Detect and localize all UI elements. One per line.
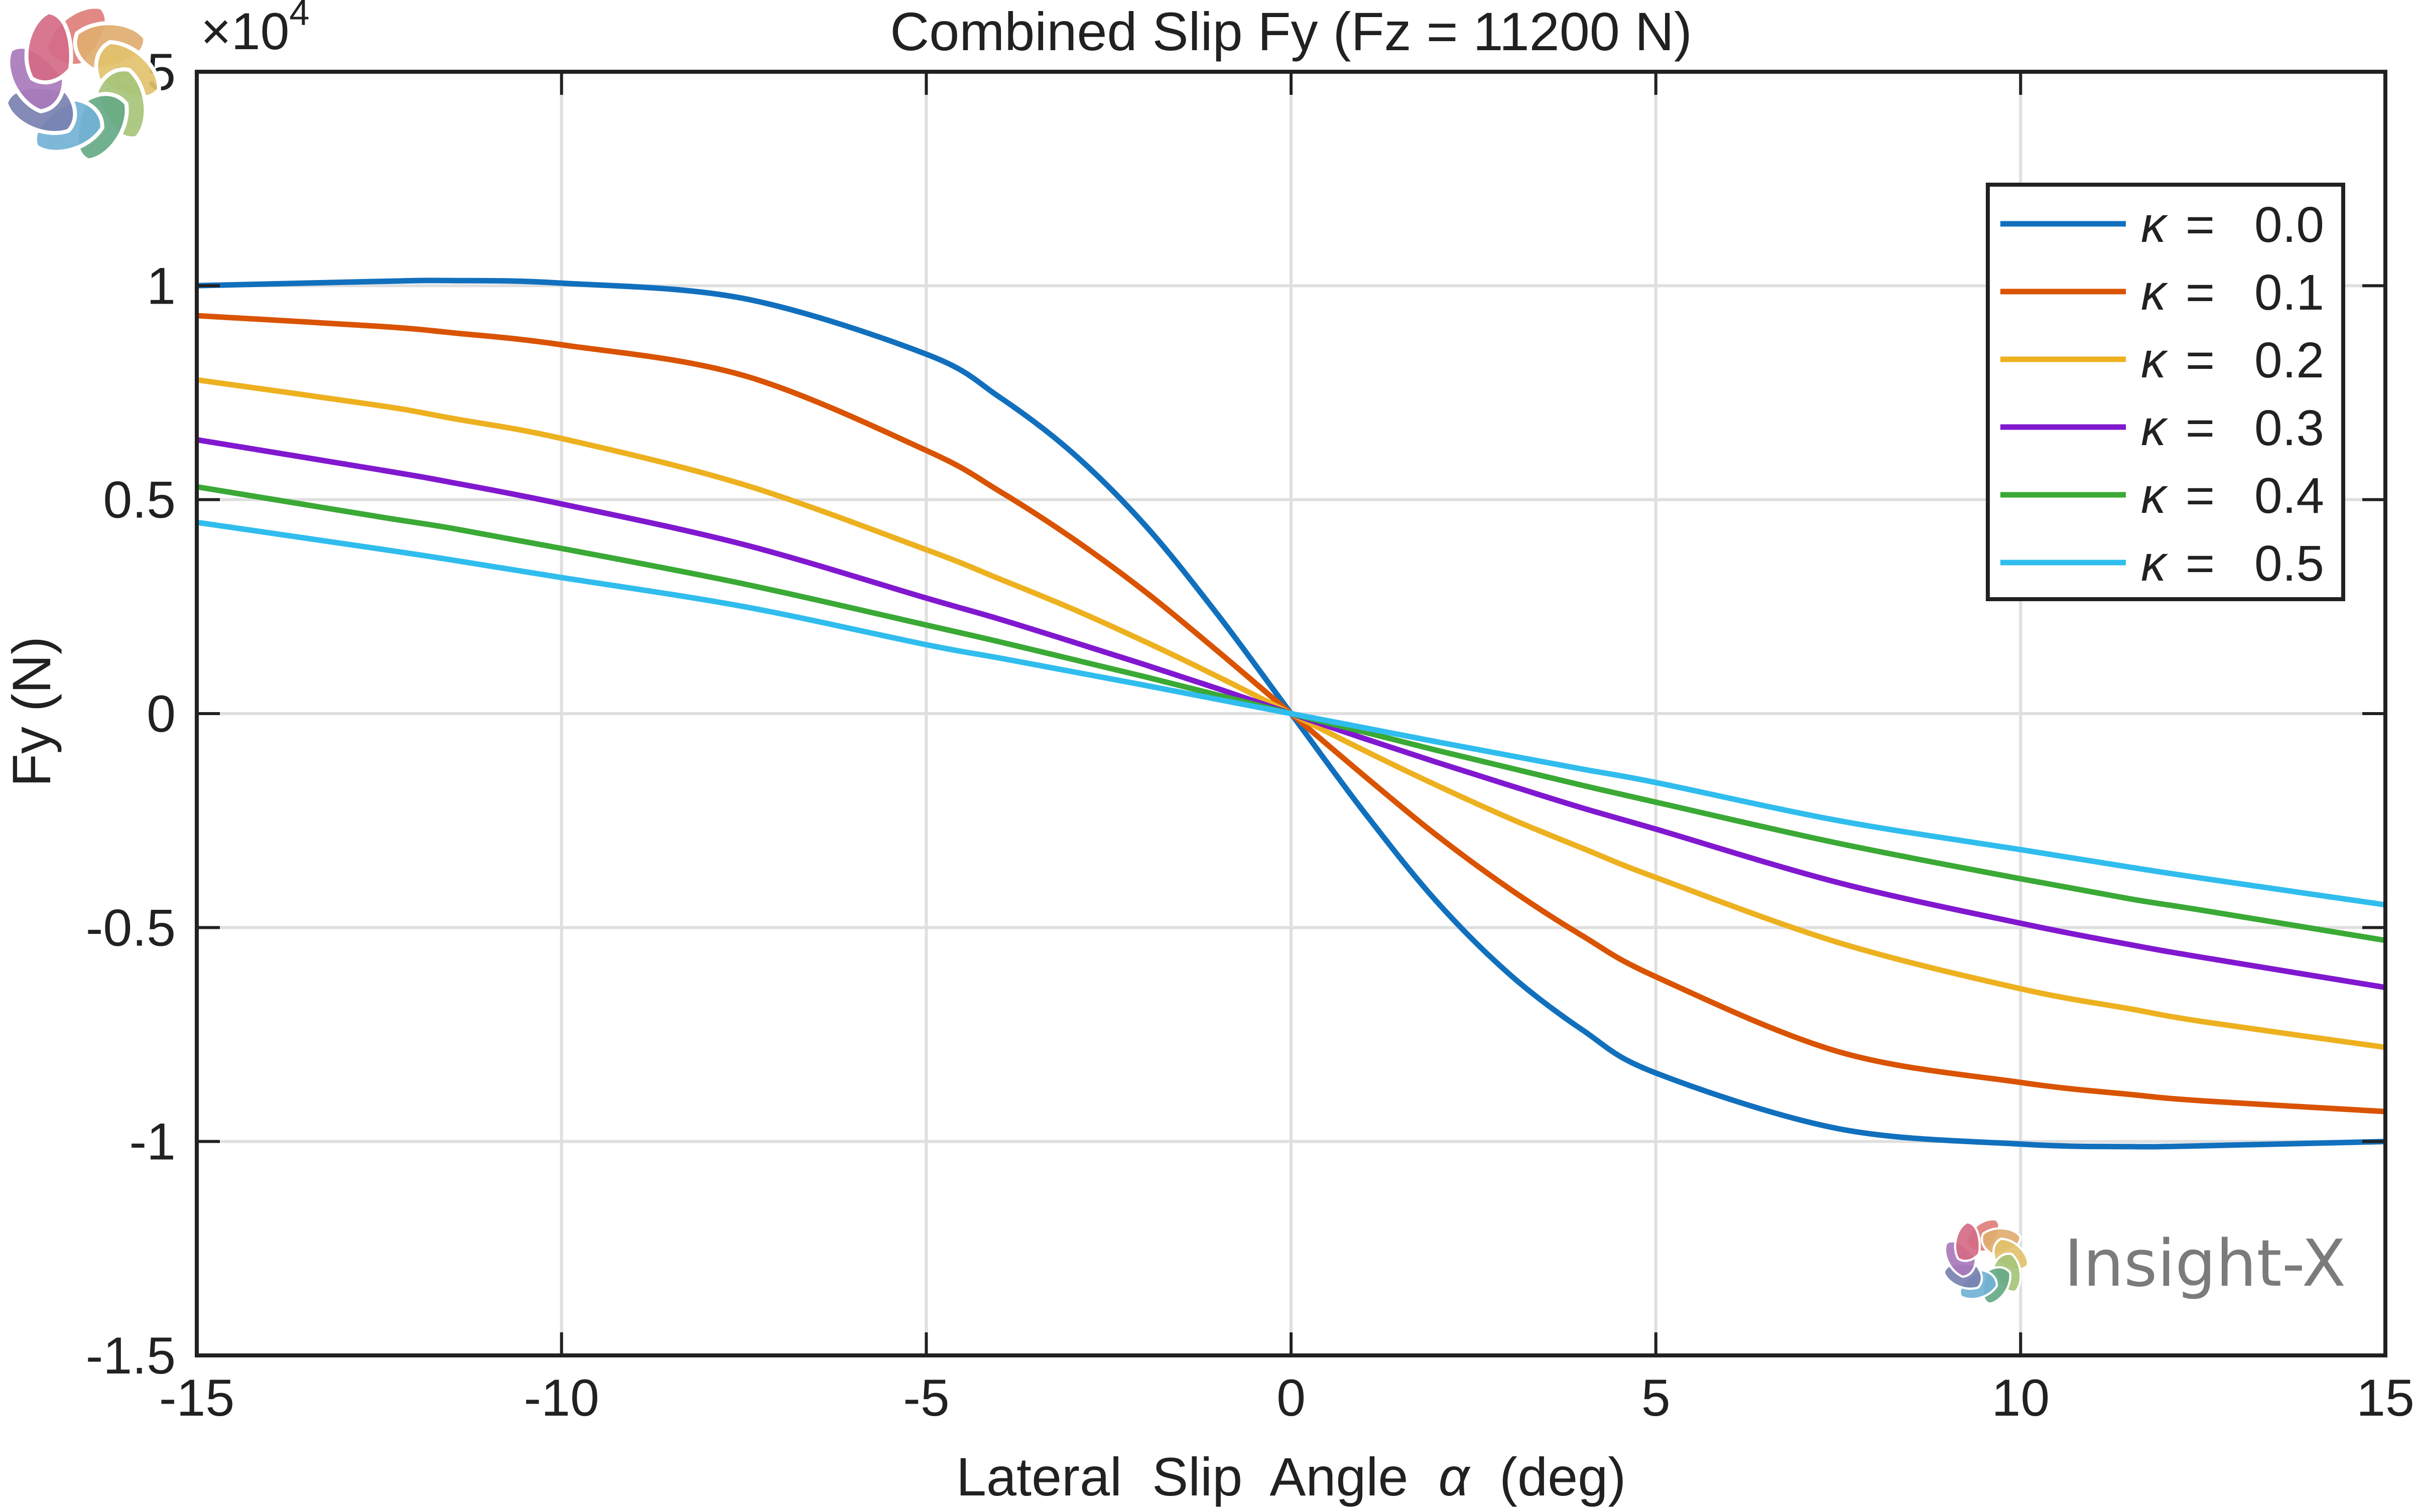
logo-petal — [24, 10, 73, 85]
legend-item: κ = 0.0 — [2000, 197, 2324, 253]
x-tick-label: -10 — [524, 1369, 599, 1427]
y-exponent-power: 4 — [289, 0, 309, 33]
logo-icon — [4, 5, 161, 163]
y-tick-label: 0 — [147, 685, 176, 743]
legend-value: 0.1 — [2254, 264, 2324, 321]
y-tick-label: -1.5 — [86, 1327, 176, 1385]
watermark-logo-icon — [1943, 1218, 2029, 1305]
legend-kappa-symbol: κ — [2141, 332, 2169, 388]
legend-kappa-symbol: κ — [2141, 400, 2169, 456]
legend-kappa-symbol: κ — [2141, 468, 2169, 524]
x-tick-label: 15 — [2356, 1369, 2414, 1427]
y-axis-label: Fy (N) — [1, 636, 62, 787]
x-axis-label: Lateral Slip Angle α (deg) — [956, 1446, 1626, 1507]
series-lines — [196, 278, 2386, 1150]
y-exponent-base: ×10 — [201, 3, 289, 61]
watermark-text: Insight-X — [2064, 1226, 2346, 1301]
ticks — [195, 70, 2387, 1357]
legend-equals: = — [2186, 264, 2215, 321]
x-tick-label: -5 — [903, 1369, 949, 1427]
legend-equals: = — [2186, 468, 2215, 524]
legend-equals: = — [2186, 400, 2215, 456]
legend-kappa-symbol: κ — [2141, 197, 2169, 253]
legend-equals: = — [2186, 535, 2215, 592]
y-tick-label: 1 — [147, 257, 176, 315]
logo-petal — [1954, 1221, 1981, 1262]
legend-value: 0.4 — [2254, 468, 2324, 524]
legend-value: 0.5 — [2254, 535, 2324, 592]
legend-item: κ = 0.5 — [2000, 535, 2324, 592]
x-axis-label-unit: (deg) — [1469, 1446, 1626, 1507]
legend-item: κ = 0.2 — [2000, 332, 2324, 388]
x-tick-labels: -15 -10 -5 0 5 10 15 — [159, 1369, 2414, 1427]
chart-title: Combined Slip Fy (Fz = 11200 N) — [890, 1, 1692, 62]
x-tick-label: 5 — [1641, 1369, 1671, 1427]
legend-value: 0.3 — [2254, 400, 2324, 456]
legend-item: κ = 0.1 — [2000, 264, 2324, 321]
legend-value: 0.0 — [2254, 197, 2324, 253]
y-tick-label: 0.5 — [103, 471, 176, 529]
x-tick-label: 10 — [1991, 1369, 2050, 1427]
x-tick-label: 0 — [1277, 1369, 1306, 1427]
x-tick-label: -15 — [159, 1369, 234, 1427]
series-line-kappa-0.5 — [196, 519, 2386, 908]
legend: κ = 0.0 κ = 0.1 κ = 0.2 κ = 0.3 κ = 0.4 κ = 0.5 — [1986, 183, 2345, 601]
legend-equals: = — [2186, 197, 2215, 253]
y-tick-label: -1 — [130, 1113, 176, 1171]
x-axis-label-text: Lateral Slip Angle — [956, 1446, 1439, 1507]
y-tick-label: -0.5 — [86, 899, 176, 957]
legend-box — [1986, 183, 2345, 601]
y-exponent-label: ×104 — [201, 0, 309, 61]
legend-kappa-symbol: κ — [2141, 264, 2169, 321]
legend-item: κ = 0.3 — [2000, 400, 2324, 456]
legend-item: κ = 0.4 — [2000, 468, 2324, 524]
legend-kappa-symbol: κ — [2141, 535, 2169, 592]
x-axis-label-symbol: α — [1438, 1446, 1471, 1507]
legend-value: 0.2 — [2254, 332, 2324, 388]
legend-equals: = — [2186, 332, 2215, 388]
watermark: Insight-X — [1943, 1218, 2346, 1305]
